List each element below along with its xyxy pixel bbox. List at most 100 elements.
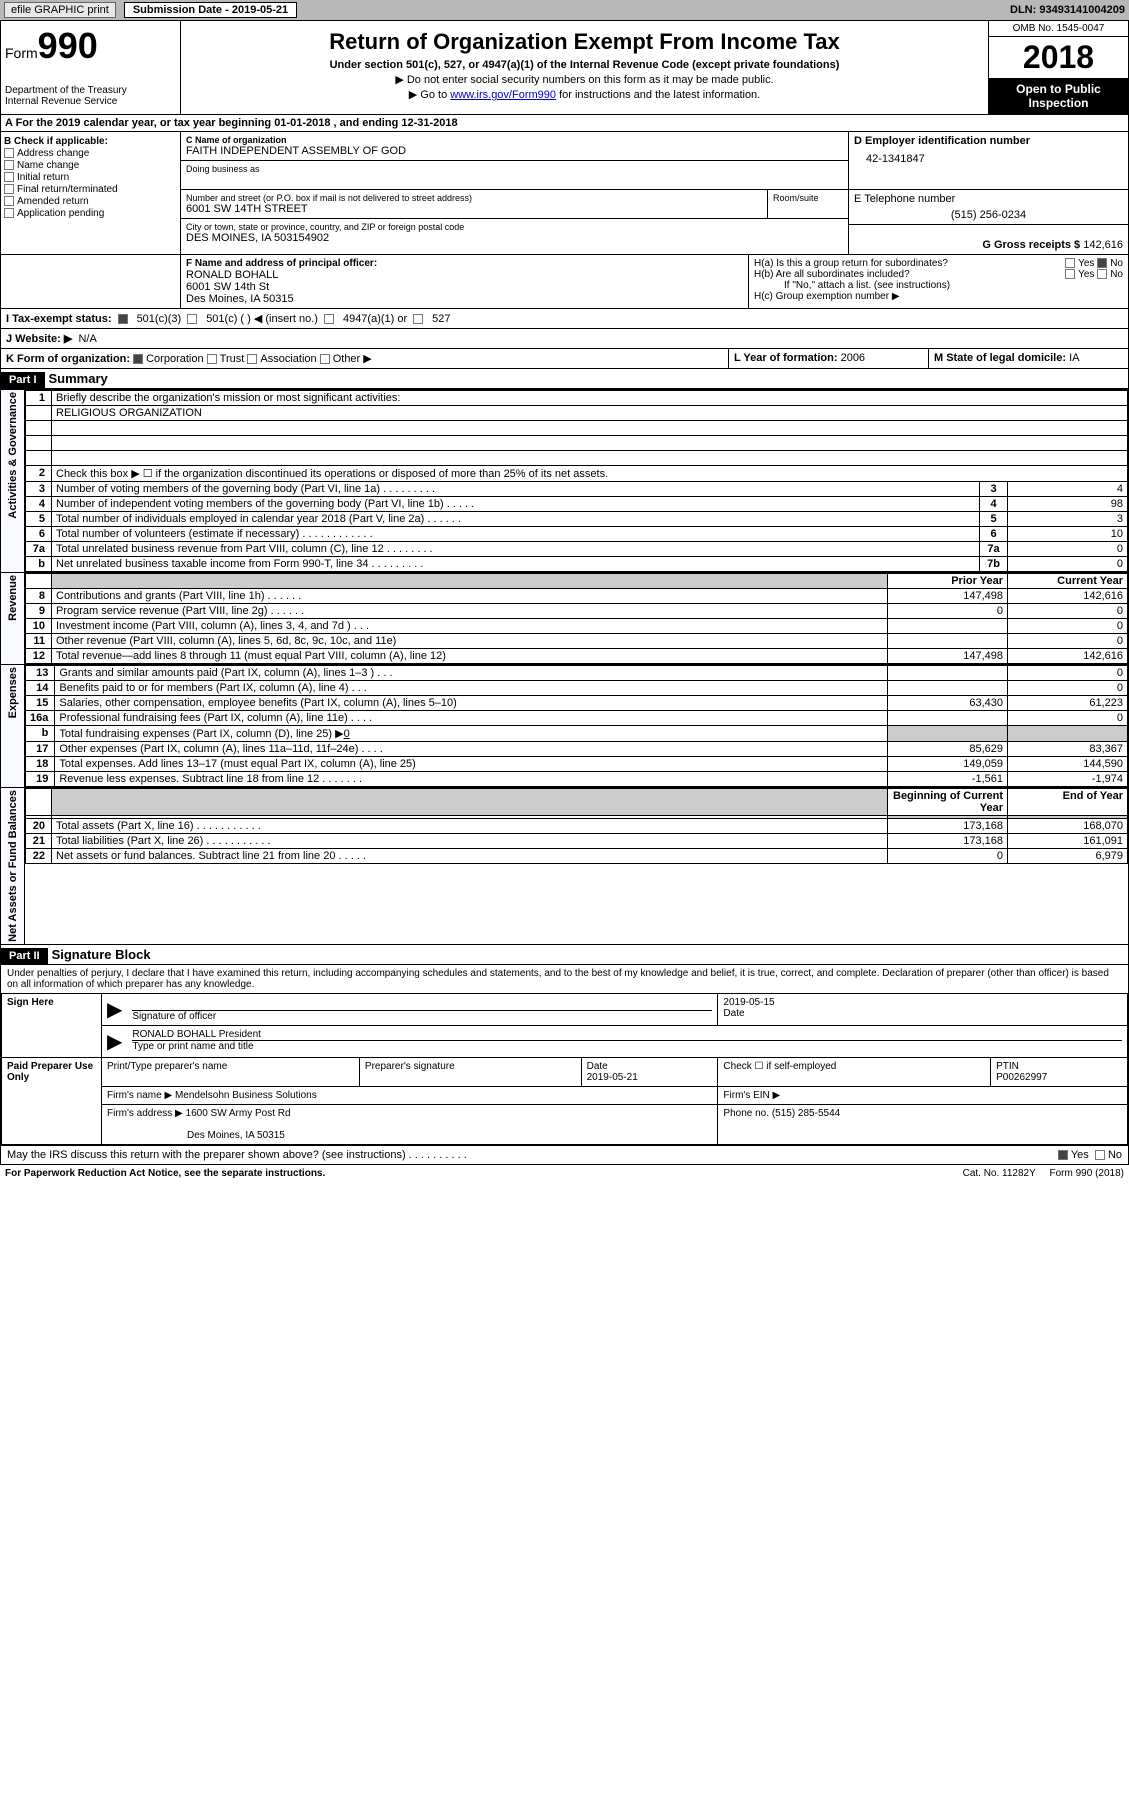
- line-22: Net assets or fund balances. Subtract li…: [52, 849, 888, 864]
- line-7b: Net unrelated business taxable income fr…: [52, 557, 980, 572]
- street-cell: Number and street (or P.O. box if mail i…: [181, 190, 768, 218]
- city-cell: City or town, state or province, country…: [181, 219, 848, 247]
- sig-date: 2019-05-15: [723, 997, 1122, 1008]
- line-3: Number of voting members of the governin…: [52, 482, 980, 497]
- boy-hdr: Beginning of Current Year: [888, 789, 1008, 816]
- chk-trust[interactable]: [207, 354, 217, 364]
- part-1-header: Part ISummary: [0, 369, 1129, 389]
- line-1-val: RELIGIOUS ORGANIZATION: [52, 406, 1128, 421]
- sig-date-label: Date: [723, 1008, 1122, 1019]
- line-9: Program service revenue (Part VIII, line…: [52, 604, 888, 619]
- h-a: H(a) Is this a group return for subordin…: [754, 258, 1123, 269]
- vtab-net-assets: Net Assets or Fund Balances: [7, 790, 19, 942]
- line-5-val: 3: [1008, 512, 1128, 527]
- section-b-to-g: B Check if applicable: Address change Na…: [0, 132, 1129, 255]
- efile-graphic-print-button[interactable]: efile GRAPHIC print: [4, 2, 116, 18]
- sig-intro: Under penalties of perjury, I declare th…: [1, 965, 1128, 993]
- line-8: Contributions and grants (Part VIII, lin…: [52, 589, 888, 604]
- line-13: Grants and similar amounts paid (Part IX…: [55, 666, 888, 681]
- chk-501c[interactable]: [187, 314, 197, 324]
- line-7b-val: 0: [1008, 557, 1128, 572]
- row-k: K Form of organization: Corporation Trus…: [0, 349, 1129, 369]
- chk-527[interactable]: [413, 314, 423, 324]
- line-7a-val: 0: [1008, 542, 1128, 557]
- footer-cat: Cat. No. 11282Y: [963, 1168, 1036, 1179]
- discuss-yes-chk[interactable]: [1058, 1150, 1068, 1160]
- ein-cell: D Employer identification number 42-1341…: [849, 132, 1128, 190]
- section-a-calendar: A For the 2019 calendar year, or tax yea…: [0, 115, 1129, 132]
- line-6: Total number of volunteers (estimate if …: [52, 527, 980, 542]
- page-footer: For Paperwork Reduction Act Notice, see …: [0, 1165, 1129, 1182]
- chk-address-change[interactable]: Address change: [4, 148, 177, 159]
- line-4: Number of independent voting members of …: [52, 497, 980, 512]
- officer-name-title: RONALD BOHALL President: [132, 1029, 1122, 1041]
- line-2: Check this box ▶ ☐ if the organization d…: [52, 466, 1128, 482]
- summary-table: Activities & Governance 1Briefly describ…: [0, 389, 1129, 945]
- officer-label: F Name and address of principal officer:: [186, 258, 743, 269]
- h-b-note: If "No," attach a list. (see instruction…: [754, 280, 1123, 291]
- officer-addr2: Des Moines, IA 50315: [186, 293, 743, 305]
- footer-form: Form 990 (2018): [1050, 1168, 1124, 1179]
- chk-assoc[interactable]: [247, 354, 257, 364]
- line-10: Investment income (Part VIII, column (A)…: [52, 619, 888, 634]
- line-7a: Total unrelated business revenue from Pa…: [52, 542, 980, 557]
- firm-address: Firm's address ▶ 1600 SW Army Post RdDes…: [102, 1104, 718, 1144]
- sig-officer-label: Signature of officer: [132, 1011, 712, 1022]
- h-b: H(b) Are all subordinates included? Yes …: [754, 269, 1123, 280]
- signature-block: Under penalties of perjury, I declare th…: [0, 965, 1129, 1165]
- firm-name: Firm's name ▶ Mendelsohn Business Soluti…: [102, 1086, 718, 1104]
- line-18: Total expenses. Add lines 13–17 (must eq…: [55, 757, 888, 772]
- chk-other[interactable]: [320, 354, 330, 364]
- discuss-row: May the IRS discuss this return with the…: [1, 1145, 1128, 1164]
- chk-amended-return[interactable]: Amended return: [4, 196, 177, 207]
- officer-addr1: 6001 SW 14th St: [186, 281, 743, 293]
- line-15: Salaries, other compensation, employee b…: [55, 696, 888, 711]
- chk-corp[interactable]: [133, 354, 143, 364]
- state-domicile: M State of legal domicile: IA: [928, 349, 1128, 368]
- vtab-expenses: Expenses: [7, 667, 19, 718]
- top-bar: efile GRAPHIC print Submission Date - 20…: [0, 0, 1129, 20]
- dept-treasury: Department of the TreasuryInternal Reven…: [5, 85, 176, 107]
- footer-left: For Paperwork Reduction Act Notice, see …: [5, 1168, 325, 1179]
- vtab-activities: Activities & Governance: [7, 392, 19, 519]
- row-i-tax-exempt: I Tax-exempt status: 501(c)(3) 501(c) ( …: [0, 309, 1129, 329]
- tax-year: 2018: [989, 37, 1128, 78]
- preparer-date: Date2019-05-21: [581, 1057, 718, 1086]
- org-name-cell: C Name of organization FAITH INDEPENDENT…: [181, 132, 848, 161]
- chk-501c3[interactable]: [118, 314, 128, 324]
- line-16b: Total fundraising expenses (Part IX, col…: [55, 726, 888, 742]
- line-16a: Professional fundraising fees (Part IX, …: [55, 711, 888, 726]
- line-1: Briefly describe the organization's miss…: [52, 391, 1128, 406]
- irs-link[interactable]: www.irs.gov/Form990: [450, 89, 556, 101]
- chk-initial-return[interactable]: Initial return: [4, 172, 177, 183]
- dln-label: DLN: 93493141004209: [1010, 4, 1125, 16]
- line-11: Other revenue (Part VIII, column (A), li…: [52, 634, 888, 649]
- line-12: Total revenue—add lines 8 through 11 (mu…: [52, 649, 888, 664]
- line-4-val: 98: [1008, 497, 1128, 512]
- chk-name-change[interactable]: Name change: [4, 160, 177, 171]
- row-j-website: J Website: ▶ N/A: [0, 329, 1129, 349]
- h-c: H(c) Group exemption number ▶: [754, 291, 1123, 302]
- phone-cell: E Telephone number (515) 256-0234: [849, 190, 1128, 225]
- submission-date-box: Submission Date - 2019-05-21: [124, 2, 297, 18]
- chk-application-pending[interactable]: Application pending: [4, 208, 177, 219]
- chk-4947[interactable]: [324, 314, 334, 324]
- vtab-revenue: Revenue: [7, 575, 19, 621]
- form-number: Form990: [5, 25, 176, 67]
- chk-final-return[interactable]: Final return/terminated: [4, 184, 177, 195]
- form-title: Return of Organization Exempt From Incom…: [185, 29, 984, 55]
- ptin: PTINP00262997: [991, 1057, 1128, 1086]
- form-note-1: ▶ Do not enter social security numbers o…: [185, 73, 984, 86]
- form-header: Form990 Department of the TreasuryIntern…: [0, 20, 1129, 115]
- paid-preparer-label: Paid Preparer Use Only: [2, 1057, 102, 1144]
- firm-ein: Firm's EIN ▶: [718, 1086, 1128, 1104]
- sign-here-label: Sign Here: [2, 993, 102, 1057]
- dba-cell: Doing business as: [181, 161, 848, 190]
- line-3-val: 4: [1008, 482, 1128, 497]
- discuss-no-chk[interactable]: [1095, 1150, 1105, 1160]
- line-5: Total number of individuals employed in …: [52, 512, 980, 527]
- preparer-self-emp: Check ☐ if self-employed: [718, 1057, 991, 1086]
- eoy-hdr: End of Year: [1008, 789, 1128, 816]
- year-formation: L Year of formation: 2006: [728, 349, 928, 368]
- line-21: Total liabilities (Part X, line 26) . . …: [52, 834, 888, 849]
